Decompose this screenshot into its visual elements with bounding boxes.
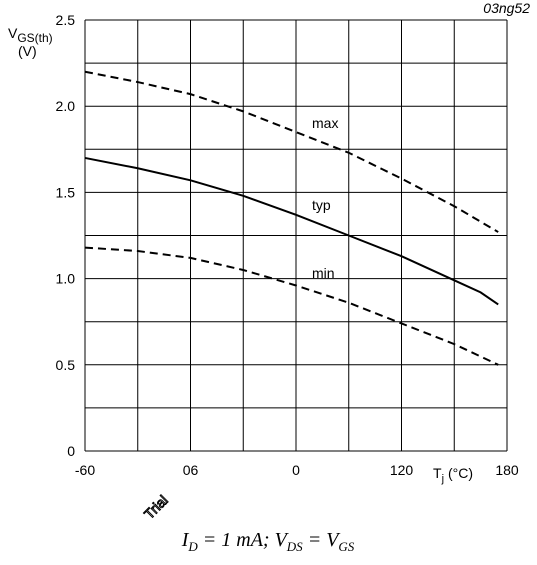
cond-v: V bbox=[326, 529, 341, 551]
x-label-sub: j bbox=[441, 473, 444, 485]
watermark: Trial bbox=[141, 492, 171, 522]
series-label: min bbox=[312, 265, 335, 281]
x-tick-label: 06 bbox=[183, 462, 199, 478]
y-tick-label: 0 bbox=[67, 443, 75, 459]
series-line bbox=[84, 156, 499, 306]
x-tick-label: 0 bbox=[292, 462, 300, 478]
series-line bbox=[84, 70, 499, 233]
figure-code: 03ng52 bbox=[483, 0, 530, 16]
x-tick-label: -60 bbox=[75, 462, 95, 478]
cond-text: = bbox=[303, 529, 327, 551]
x-label-unit: (°C) bbox=[448, 465, 473, 481]
y-axis-unit: (V) bbox=[18, 43, 37, 59]
x-tick-label: 120 bbox=[390, 462, 414, 478]
x-tick-label: 180 bbox=[495, 462, 519, 478]
series-line bbox=[84, 246, 499, 366]
x-axis-label: Tj (°C) bbox=[433, 465, 473, 485]
cond-v: V bbox=[275, 529, 290, 551]
cond-text: = 1 mA; bbox=[198, 529, 275, 551]
y-tick-label: 2.0 bbox=[56, 98, 76, 114]
cond-sub: GS bbox=[338, 539, 354, 554]
cond-i: I bbox=[181, 529, 190, 551]
y-tick-label: 2.5 bbox=[56, 12, 76, 28]
y-tick-label: 0.5 bbox=[56, 357, 76, 373]
cond-sub: D bbox=[187, 539, 198, 554]
y-label-main: V bbox=[8, 25, 18, 41]
cond-sub: DS bbox=[286, 539, 303, 554]
y-label-sub: GS(th) bbox=[17, 31, 52, 45]
condition: ID = 1 mA; VDS = VGS bbox=[181, 529, 355, 554]
y-axis-label: VGS(th) bbox=[8, 25, 53, 45]
series-label: typ bbox=[312, 197, 331, 213]
series-label: max bbox=[312, 115, 338, 131]
y-tick-label: 1.0 bbox=[56, 271, 76, 287]
x-label-main: T bbox=[433, 465, 442, 481]
y-tick-label: 1.5 bbox=[56, 184, 76, 200]
